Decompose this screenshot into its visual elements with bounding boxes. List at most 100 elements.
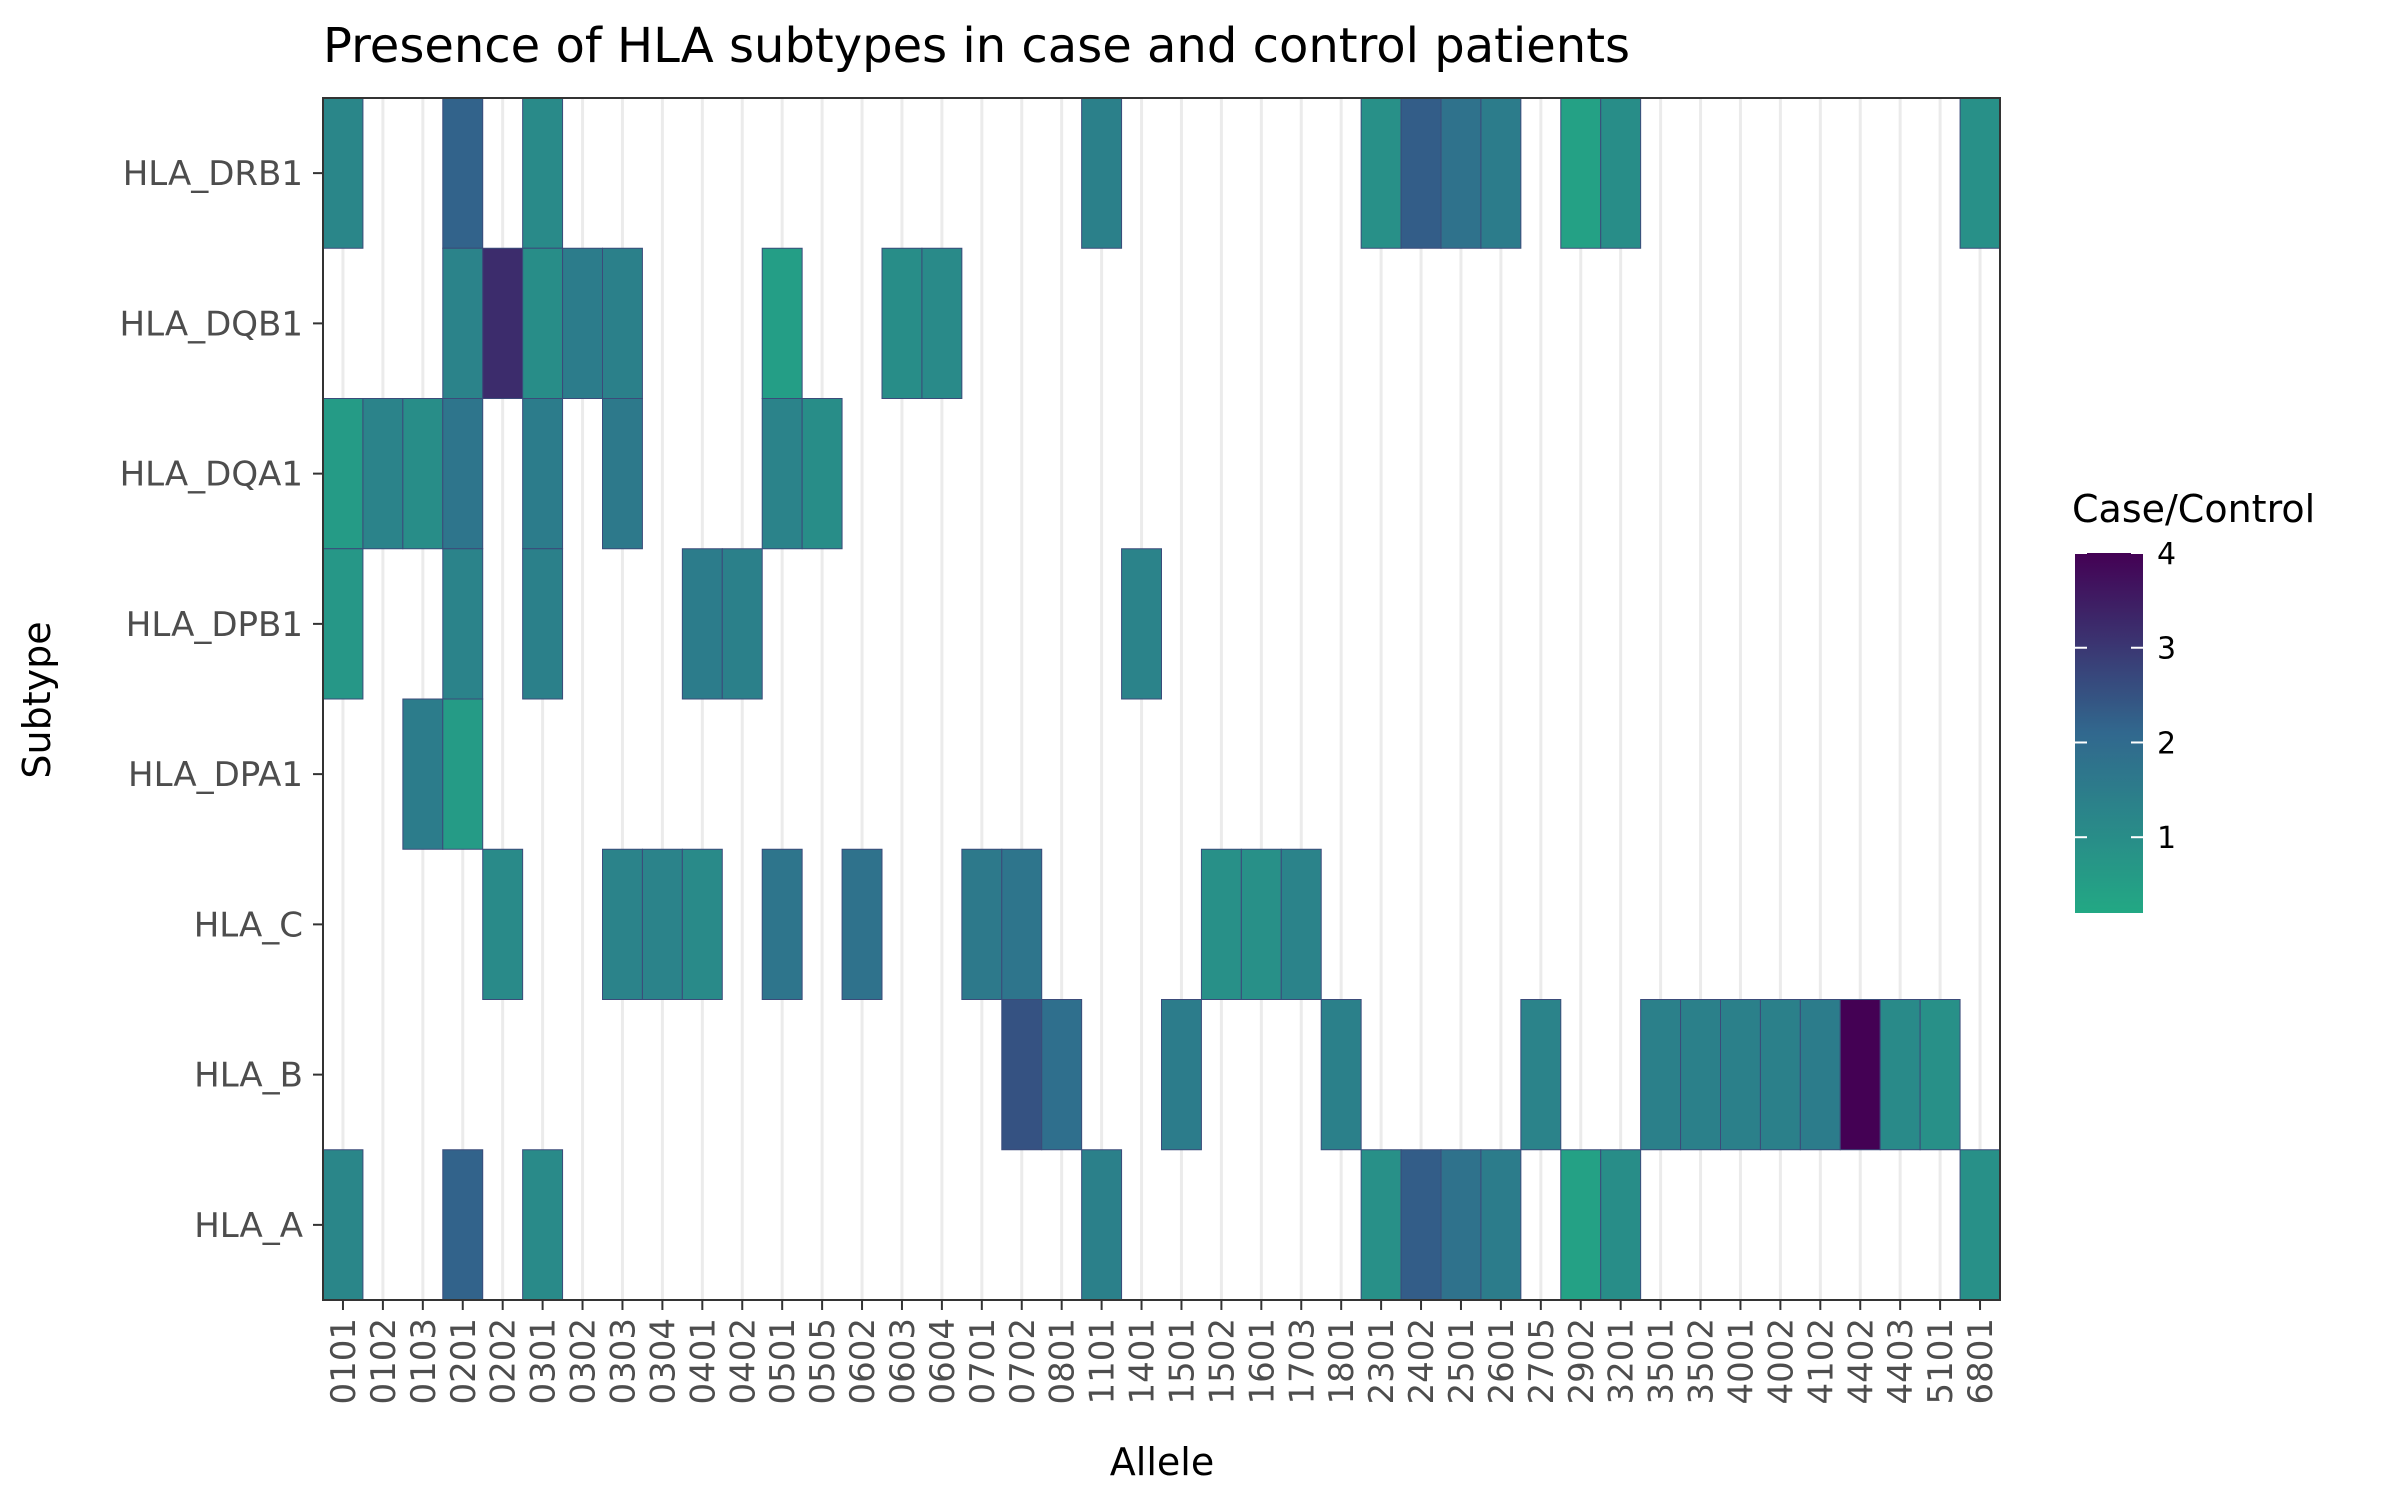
heatmap-cell (1600, 97, 1642, 249)
heatmap-cell (1360, 1149, 1402, 1301)
x-tick-label: 2601 (1482, 1318, 1522, 1405)
x-tick-label: 4102 (1801, 1318, 1841, 1405)
heatmap-cell (322, 398, 364, 550)
heatmap-cell (522, 1149, 564, 1301)
y-tick-label: HLA_B (194, 1056, 303, 1096)
heatmap-cell (482, 247, 524, 399)
x-tick-label: 0103 (404, 1318, 444, 1405)
heatmap-cell (1520, 999, 1562, 1151)
x-tick-label: 0401 (683, 1318, 723, 1405)
heatmap-cell (1919, 999, 1961, 1151)
heatmap-cell (1400, 97, 1442, 249)
y-axis: HLA_A HLA_B HLA_C HLA_DPA1 HLA_DPB1 HLA_DQA1 H… (120, 154, 323, 1246)
x-tick-label: 1501 (1162, 1318, 1202, 1405)
x-tick-label: 0702 (1003, 1318, 1043, 1405)
heatmap-cell (322, 97, 364, 249)
heatmap-cell (1560, 1149, 1602, 1301)
heatmap-cell (881, 247, 923, 399)
heatmap-cell (1121, 548, 1162, 700)
heatmap-cell (1280, 848, 1322, 1000)
x-tick-label: 4002 (1761, 1318, 1801, 1405)
heatmap-cell (1001, 848, 1043, 1000)
heatmap-cells (322, 97, 2001, 1301)
x-tick-label: 0402 (723, 1318, 763, 1405)
x-tick-label: 1703 (1282, 1318, 1322, 1405)
x-tick-label: 0101 (324, 1318, 364, 1405)
x-tick-label: 1401 (1123, 1318, 1163, 1405)
x-tick-label: 0302 (564, 1318, 604, 1405)
heatmap-cell (1320, 999, 1362, 1151)
x-tick-label: 2402 (1402, 1318, 1442, 1405)
x-tick-label: 0602 (843, 1318, 883, 1405)
heatmap-cell (322, 548, 364, 700)
x-tick-label: 2902 (1562, 1318, 1602, 1405)
x-tick-label: 0603 (883, 1318, 923, 1405)
heatmap-cell (442, 548, 484, 700)
heatmap-cell (1839, 999, 1881, 1151)
x-tick-label: 0505 (803, 1318, 843, 1405)
x-tick-label: 4402 (1841, 1318, 1881, 1405)
x-tick-label: 0701 (963, 1318, 1003, 1405)
heatmap-cell (681, 848, 723, 1000)
heatmap-cell (961, 848, 1003, 1000)
heatmap-cell (1879, 999, 1921, 1151)
x-tick-label: 0202 (484, 1318, 524, 1405)
x-tick-label: 2705 (1522, 1318, 1562, 1405)
heatmap-cell (522, 247, 564, 399)
x-tick-label: 0801 (1043, 1318, 1083, 1405)
x-tick-label: 3501 (1642, 1318, 1682, 1405)
heatmap-cell (1759, 999, 1801, 1151)
x-tick-label: 0201 (444, 1318, 484, 1405)
heatmap-cell (1400, 1149, 1442, 1301)
x-tick-label: 0301 (524, 1318, 564, 1405)
heatmap-cell (442, 247, 484, 399)
heatmap-cell (1440, 97, 1482, 249)
heatmap-cell (442, 97, 484, 249)
x-tick-label: 0501 (763, 1318, 803, 1405)
heatmap-cell (362, 398, 404, 550)
heatmap-cell (761, 848, 803, 1000)
x-tick-label: 4403 (1881, 1318, 1921, 1405)
x-tick-label: 3201 (1602, 1318, 1642, 1405)
heatmap-cell (482, 848, 524, 1000)
y-tick-label: HLA_A (194, 1206, 303, 1246)
legend-colorbar (2075, 553, 2143, 913)
heatmap-cell (562, 247, 603, 399)
x-axis: 0101 0102 0103 0201 0202 0301 0302 0303 0304 0401… (324, 1300, 2001, 1405)
y-tick-label: HLA_DRB1 (123, 154, 303, 194)
x-tick-label: 0102 (364, 1318, 404, 1405)
heatmap-cell (1680, 999, 1721, 1151)
heatmap-cell (761, 247, 803, 399)
legend-tick-label: 2 (2157, 726, 2176, 761)
heatmap-cell (1161, 999, 1202, 1151)
heatmap-cell (442, 698, 484, 850)
heatmap-cell (1959, 1149, 2001, 1301)
y-tick-label: HLA_C (194, 905, 303, 945)
heatmap-cell (602, 398, 643, 550)
y-tick-label: HLA_DPB1 (126, 605, 303, 645)
x-tick-label: 5101 (1921, 1318, 1961, 1405)
heatmap-cell (1081, 1149, 1123, 1301)
x-tick-label: 4001 (1721, 1318, 1761, 1405)
heatmap-cell (921, 247, 963, 399)
heatmap-cell (1001, 999, 1043, 1151)
y-tick-label: HLA_DQA1 (120, 455, 303, 495)
heatmap-cell (1200, 848, 1242, 1000)
x-tick-label: 1801 (1322, 1318, 1362, 1405)
heatmap-cell (1600, 1149, 1642, 1301)
heatmap-cell (1640, 999, 1682, 1151)
legend: Case/Control 1 2 3 4 (2072, 487, 2315, 913)
heatmap-cell (1041, 999, 1083, 1151)
x-tick-label: 1502 (1202, 1318, 1242, 1405)
heatmap-cell (442, 398, 484, 550)
heatmap-cell (402, 698, 444, 850)
x-tick-label: 1601 (1242, 1318, 1282, 1405)
heatmap-cell (1480, 1149, 1522, 1301)
x-tick-label: 3502 (1682, 1318, 1722, 1405)
x-axis-title: Allele (1110, 1440, 1214, 1484)
heatmap-cell (1360, 97, 1402, 249)
legend-tick-label: 3 (2157, 632, 2176, 667)
legend-tick-label: 4 (2157, 537, 2176, 572)
